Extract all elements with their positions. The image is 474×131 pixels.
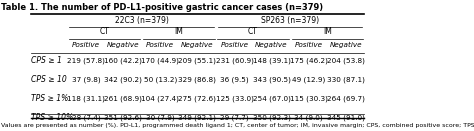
Text: SP263 (n=379): SP263 (n=379) xyxy=(261,16,319,25)
Text: 36 (9.5): 36 (9.5) xyxy=(220,76,249,83)
Text: 22C3 (n=379): 22C3 (n=379) xyxy=(115,16,169,25)
Text: 349 (92.1): 349 (92.1) xyxy=(179,115,216,121)
Text: Values are presented as number (%). PD-L1, programmed death ligand 1; CT, center: Values are presented as number (%). PD-L… xyxy=(0,123,474,128)
Text: 170 (44.9): 170 (44.9) xyxy=(141,57,179,64)
Text: Negative: Negative xyxy=(255,42,288,48)
Text: CPS ≥ 10: CPS ≥ 10 xyxy=(30,75,66,84)
Text: Positive: Positive xyxy=(146,42,174,48)
Text: 261 (68.9): 261 (68.9) xyxy=(104,95,142,102)
Text: 50 (13.2): 50 (13.2) xyxy=(144,76,177,83)
Text: 342 (90.2): 342 (90.2) xyxy=(104,76,142,83)
Text: CT: CT xyxy=(248,27,258,36)
Text: 329 (86.8): 329 (86.8) xyxy=(179,76,216,83)
Text: 351 (92.6): 351 (92.6) xyxy=(104,115,142,121)
Text: CT: CT xyxy=(100,27,109,36)
Text: 148 (39.1): 148 (39.1) xyxy=(253,57,291,64)
Text: 118 (31.1): 118 (31.1) xyxy=(67,95,105,102)
Text: 115 (30.3): 115 (30.3) xyxy=(290,95,328,102)
Text: TPS ≥ 1%: TPS ≥ 1% xyxy=(30,94,68,103)
Text: 330 (87.1): 330 (87.1) xyxy=(327,76,365,83)
Text: Negative: Negative xyxy=(181,42,214,48)
Text: 29 (7.7): 29 (7.7) xyxy=(220,115,249,121)
Text: 30 (7.9): 30 (7.9) xyxy=(146,115,174,121)
Text: 345 (91.0): 345 (91.0) xyxy=(327,115,365,121)
Text: CPS ≥ 1: CPS ≥ 1 xyxy=(30,56,62,65)
Text: Positive: Positive xyxy=(295,42,323,48)
Text: TPS ≥ 10%: TPS ≥ 10% xyxy=(30,113,73,122)
Text: IM: IM xyxy=(174,27,183,36)
Text: 175 (46.2): 175 (46.2) xyxy=(290,57,328,64)
Text: 37 (9.8): 37 (9.8) xyxy=(72,76,100,83)
Text: 343 (90.5): 343 (90.5) xyxy=(253,76,291,83)
Text: Positive: Positive xyxy=(72,42,100,48)
Text: Negative: Negative xyxy=(329,42,362,48)
Text: 254 (67.0): 254 (67.0) xyxy=(253,95,291,102)
Text: 34 (9.0): 34 (9.0) xyxy=(294,115,323,121)
Text: 219 (57.8): 219 (57.8) xyxy=(67,57,105,64)
Text: 28 (7.4): 28 (7.4) xyxy=(72,115,100,121)
Text: 104 (27.4): 104 (27.4) xyxy=(141,95,179,102)
Text: 350 (92.3): 350 (92.3) xyxy=(253,115,291,121)
Text: 49 (12.9): 49 (12.9) xyxy=(292,76,325,83)
Text: IM: IM xyxy=(323,27,332,36)
Text: Table 1. The number of PD-L1-positive gastric cancer cases (n=379): Table 1. The number of PD-L1-positive ga… xyxy=(0,3,323,12)
Text: 231 (60.9): 231 (60.9) xyxy=(216,57,254,64)
Text: 125 (33.0): 125 (33.0) xyxy=(216,95,254,102)
Text: 264 (69.7): 264 (69.7) xyxy=(327,95,365,102)
Text: 204 (53.8): 204 (53.8) xyxy=(327,57,365,64)
Text: 160 (42.2): 160 (42.2) xyxy=(104,57,142,64)
Text: 275 (72.6): 275 (72.6) xyxy=(179,95,216,102)
Text: Positive: Positive xyxy=(220,42,248,48)
Text: 209 (55.1): 209 (55.1) xyxy=(179,57,216,64)
Text: Negative: Negative xyxy=(107,42,139,48)
